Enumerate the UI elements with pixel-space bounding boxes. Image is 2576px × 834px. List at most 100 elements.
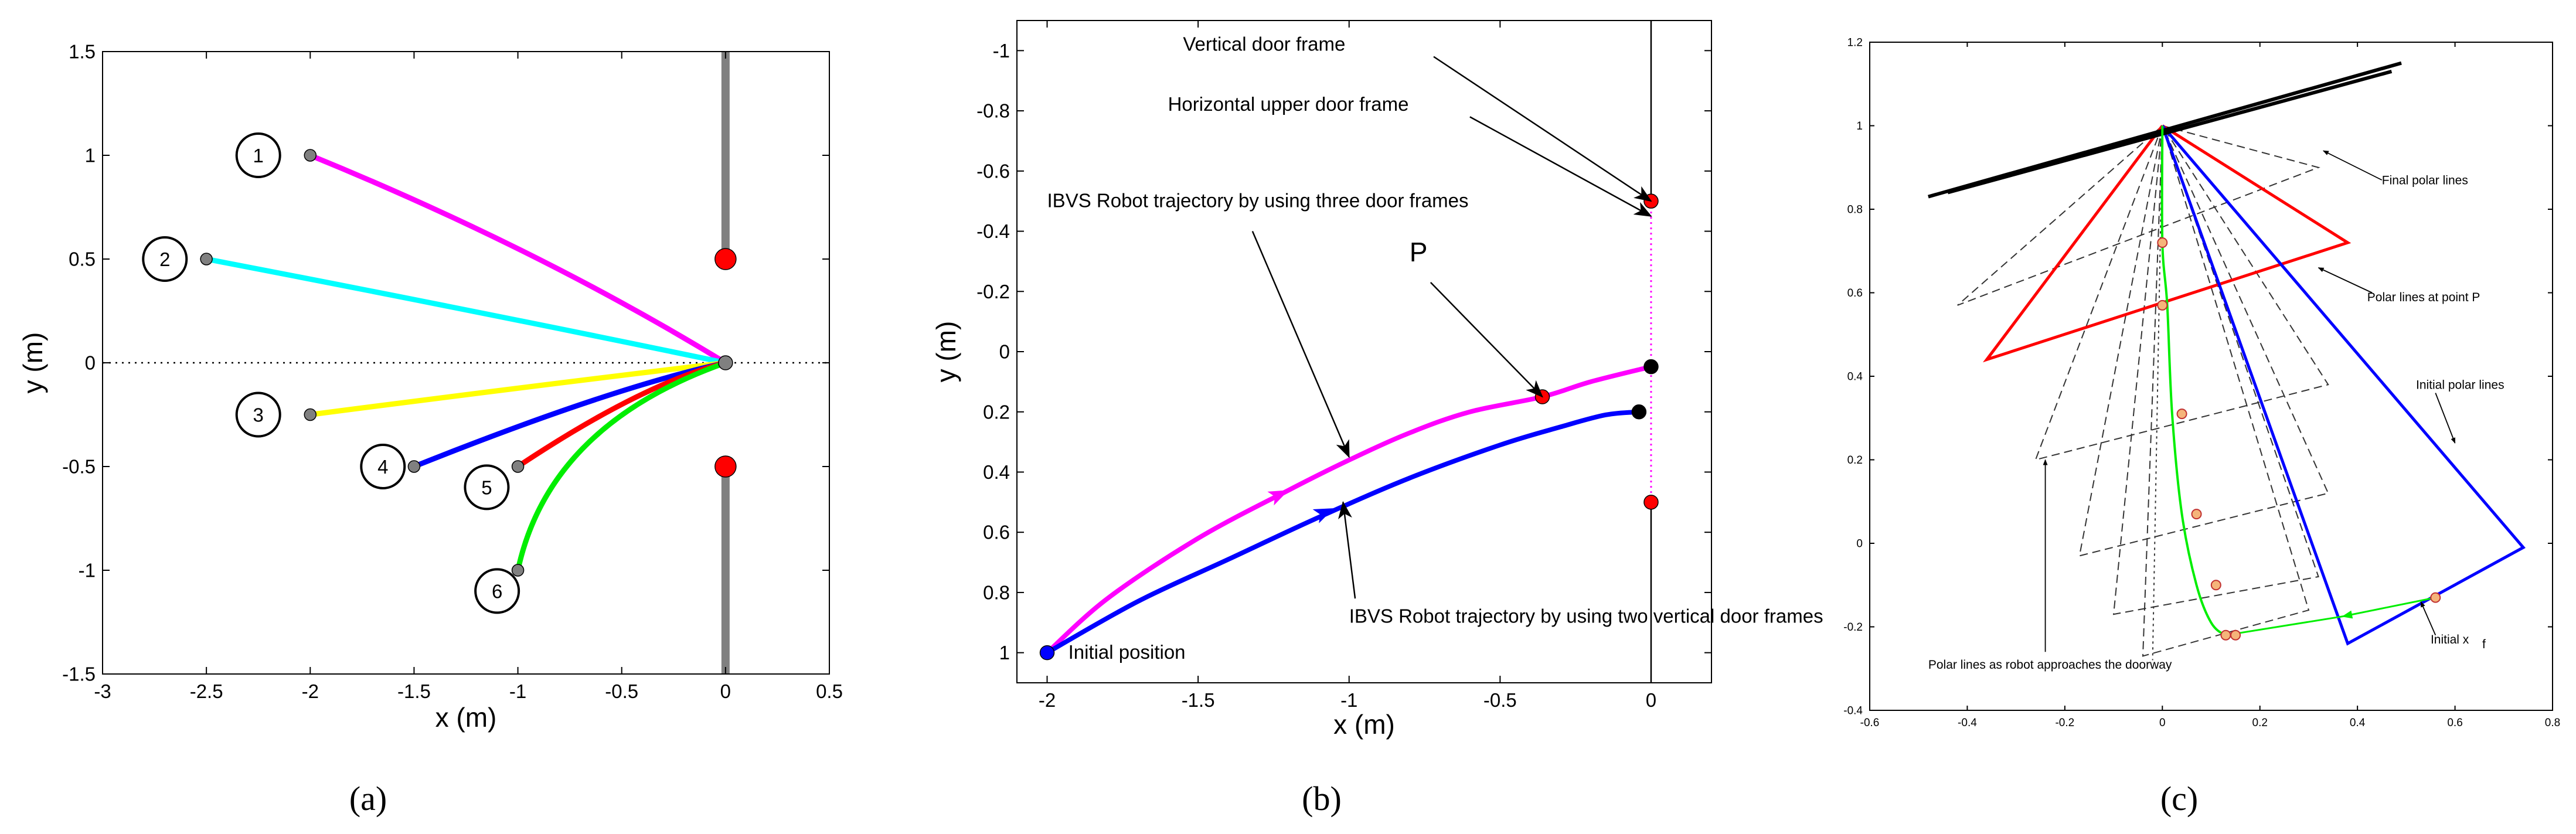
annotation-arrow-2 <box>1251 231 1350 458</box>
trajectory-line-1 <box>309 152 727 365</box>
start-label-circle-5 <box>464 464 510 510</box>
x-tick-label: -0.2 <box>2055 717 2074 729</box>
x-tick-label: -1.5 <box>1182 689 1215 711</box>
annotation-2: IBVS Robot trajectory by using three doo… <box>1047 189 1469 211</box>
start-point-4 <box>407 460 421 473</box>
x-tick-label: -3 <box>94 680 111 702</box>
x-tick-label: 0.6 <box>2447 717 2462 729</box>
position-marker-3 <box>2191 509 2202 520</box>
x-tick-label: 0.8 <box>2545 717 2560 729</box>
panel-a-chart: 1 2 3 4 5 6 -3 -2.5 -2 -1.5 -1 -0.5 0 0.5 1.5 1 0.5 0 -0.5… <box>18 41 843 733</box>
y-tick-label: 0.2 <box>1847 454 1863 467</box>
x-tick-label: -2.5 <box>190 680 223 702</box>
robot-trajectory <box>2160 125 2236 638</box>
intermediate-polar-lines-1 <box>2034 125 2329 461</box>
annotation-arrow-4 <box>2420 601 2437 636</box>
intermediate-polar-lines-4 <box>2142 125 2310 657</box>
x-tick-label: -0.5 <box>605 680 638 702</box>
start-point-5 <box>511 460 525 473</box>
position-marker-5 <box>2220 629 2231 641</box>
annotation-4: IBVS Robot trajectory by using two verti… <box>1349 605 1823 627</box>
x-tick-label: 0 <box>720 680 731 702</box>
annotation-0: Final polar lines <box>2382 173 2468 187</box>
annotation-3: P <box>1410 237 1428 267</box>
y-tick-label: -0.4 <box>976 220 1010 242</box>
y-tick-label: 0 <box>1856 538 1863 550</box>
final-polar-line-1 <box>1947 69 2393 195</box>
start-label-circle-4 <box>360 444 406 489</box>
x-tick-label: 0.2 <box>2252 717 2268 729</box>
annotation-1: Polar lines at point P <box>2367 291 2480 304</box>
y-tick-label: 1.2 <box>1847 37 1863 49</box>
start-point-3 <box>304 408 317 421</box>
x-tick-label: -0.5 <box>1483 689 1517 711</box>
y-tick-label: 0.5 <box>69 249 96 270</box>
x-axis-label: x (m) <box>435 702 497 733</box>
annotation-arrow-0 <box>1433 56 1652 202</box>
x-tick-label: -1.5 <box>397 680 431 702</box>
x-tick-label: -0.6 <box>1860 717 1880 729</box>
panel-c-chart: Final polar lines Polar lines at point P I… <box>1843 37 2560 729</box>
y-tick-label: 1 <box>999 642 1010 663</box>
dotted-guide-line <box>2152 125 2163 661</box>
start-label-2: 2 <box>159 249 170 270</box>
annotation-3: Polar lines as robot approaches the door… <box>1928 658 2172 672</box>
trajectory-line-3 <box>309 360 726 417</box>
position-marker-7 <box>2430 592 2441 603</box>
y-tick-label: -0.6 <box>976 160 1010 182</box>
panel-b-chart: Vertical door frame Horizontal upper door… <box>931 20 1823 740</box>
x-tick-label: -1 <box>1340 689 1357 711</box>
annotation-5: Initial position <box>1068 641 1186 663</box>
y-tick-label: -1 <box>79 560 96 581</box>
x-tick-label: 0.5 <box>816 680 843 702</box>
position-marker-2 <box>2176 409 2187 420</box>
x-tick-label: -2 <box>302 680 319 702</box>
y-tick-label: -0.2 <box>976 281 1010 302</box>
panel-label-a: (a) <box>349 779 387 818</box>
annotation-arrow-4 <box>1338 501 1356 599</box>
x-tick-label: -0.4 <box>1958 717 1977 729</box>
y-tick-label: 0.6 <box>1847 287 1863 299</box>
door-point <box>714 455 737 478</box>
panel-label-c: (c) <box>2160 779 2198 818</box>
y-tick-label: 0 <box>999 341 1010 363</box>
y-tick-label: -0.8 <box>976 100 1010 122</box>
y-tick-label: 0.2 <box>983 401 1010 423</box>
start-label-circle-1 <box>235 132 281 178</box>
intermediate-polar-lines-2 <box>2078 125 2329 557</box>
position-marker-0 <box>2157 237 2168 248</box>
y-tick-label: 0.4 <box>983 461 1010 483</box>
y-tick-label: 0.4 <box>1847 371 1863 383</box>
y-tick-label: 1 <box>85 145 96 166</box>
x-tick-label: -2 <box>1039 689 1056 711</box>
trajectory-line-two-frames <box>1046 409 1639 655</box>
annotation-1: Horizontal upper door frame <box>1168 93 1409 115</box>
x-tick-label: -1 <box>509 680 526 702</box>
panel-label-b: (b) <box>1302 779 1342 818</box>
y-tick-label: 0.8 <box>1847 204 1863 216</box>
y-tick-label: -1 <box>993 40 1010 62</box>
y-tick-label: 1 <box>1856 120 1863 132</box>
start-label-circle-2 <box>142 236 188 282</box>
start-point-6 <box>511 564 525 577</box>
start-label-circle-6 <box>474 568 520 614</box>
intermediate-polar-lines-3 <box>2112 125 2319 615</box>
start-label-4: 4 <box>377 456 388 478</box>
y-tick-label: -0.4 <box>1843 705 1863 717</box>
start-point-1 <box>304 149 317 162</box>
door-point <box>714 248 737 270</box>
y-tick-label: 0.6 <box>983 522 1010 543</box>
annotation-arrow-2 <box>2435 393 2456 444</box>
annotation-arrow-1 <box>2318 267 2373 294</box>
data-point-2 <box>1643 359 1659 375</box>
annotation-0: Vertical door frame <box>1183 33 1345 55</box>
goal-point <box>718 355 733 370</box>
plot-frame <box>1869 42 2553 711</box>
trajectory-line-2 <box>206 256 726 366</box>
y-tick-label: -0.2 <box>1843 621 1863 634</box>
plot-frame <box>1016 20 1712 683</box>
start-label-circle-3 <box>235 392 281 438</box>
intermediate-polar-lines-0 <box>1957 125 2320 306</box>
direction-arrow-three-frames <box>1267 490 1289 506</box>
